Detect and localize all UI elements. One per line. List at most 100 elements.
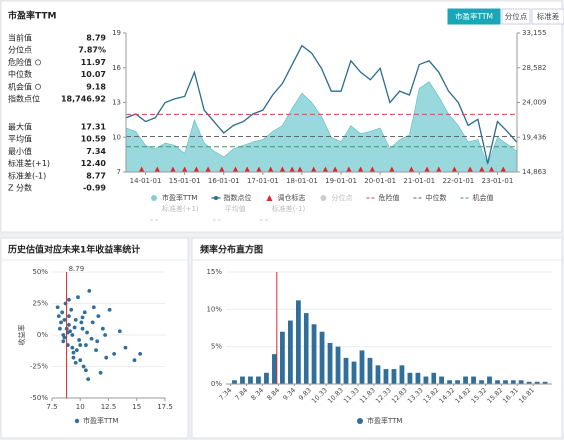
rebalance-marker: [267, 166, 274, 172]
point: [103, 333, 108, 337]
point: [112, 352, 117, 356]
stat-value: 10.07: [81, 70, 106, 79]
bar: [303, 313, 309, 384]
tab[interactable]: [531, 8, 564, 25]
point: [78, 343, 83, 347]
point: [95, 339, 100, 344]
point: [55, 305, 60, 310]
legend-label[interactable]: 标准差(+1): [162, 204, 199, 213]
y-tick-label: 10: [112, 133, 121, 141]
legend-label[interactable]: 调仓标志: [277, 193, 305, 202]
bar: [471, 376, 476, 384]
stat-label: 平均值: [8, 134, 32, 144]
point: [56, 314, 61, 318]
legend-label[interactable]: 中位数: [425, 193, 446, 202]
legend-label[interactable]: 标准差(-1): [272, 204, 306, 213]
rebalance-marker: [488, 166, 495, 172]
bar: [272, 354, 277, 384]
x-tick-label: 23-01-01: [482, 177, 514, 185]
rebalance-marker: [181, 166, 188, 172]
rebalance-marker: [205, 166, 211, 172]
tab-label[interactable]: 标准差: [537, 11, 560, 21]
point: [59, 320, 63, 325]
point: [81, 364, 86, 369]
index-line: [125, 44, 518, 164]
hist-panel: [191, 237, 563, 439]
y-tick-label: 10%: [206, 305, 222, 313]
x-tick-label: 22-01-01: [442, 177, 474, 185]
legend-label[interactable]: 平均值: [225, 204, 246, 213]
bar: [399, 365, 405, 384]
stat-value: 10.59: [81, 135, 107, 144]
legend-label[interactable]: 市盈率TTM: [83, 416, 118, 425]
rebalance-marker: [138, 166, 145, 172]
stat-value: 7.34: [86, 147, 106, 156]
tab-label[interactable]: 市盈率TTM: [455, 11, 493, 21]
point: [78, 358, 83, 363]
y-tick-label: 7: [117, 168, 121, 176]
point: [58, 326, 62, 331]
panel-title: 市盈率TTM: [8, 10, 56, 22]
bar: [534, 381, 540, 384]
y-axis-label: 收益率: [17, 325, 26, 346]
stat-value: 8.77: [86, 171, 106, 180]
point: [117, 329, 122, 334]
tab-label[interactable]: 分位点: [505, 11, 528, 21]
stat-value: 9.18: [86, 82, 106, 91]
point: [89, 336, 94, 341]
point: [138, 352, 143, 356]
rebalance-marker: [369, 166, 376, 172]
bar: [295, 300, 301, 384]
rebalance-marker: [310, 166, 317, 172]
rebalance-marker: [232, 166, 239, 172]
bar: [319, 331, 325, 384]
stat-value: 11.97: [81, 58, 106, 67]
legend-label[interactable]: 市盈率TTM: [367, 416, 402, 425]
point: [84, 343, 88, 347]
y-tick-label: -50%: [30, 394, 48, 402]
legend-label[interactable]: 分位点: [331, 193, 352, 202]
bar: [439, 376, 444, 384]
legend-label[interactable]: 市盈率TTM: [162, 193, 197, 202]
point: [77, 338, 82, 342]
bar: [288, 320, 293, 384]
legend-label[interactable]: 机会值: [472, 193, 493, 202]
reference-label: 8.79: [69, 265, 85, 273]
stat-value: -0.99: [83, 184, 106, 193]
legend-label[interactable]: 危险值: [378, 193, 399, 202]
bar: [407, 372, 413, 384]
bar: [367, 357, 373, 384]
stat-label: 标准差(-1): [8, 170, 46, 180]
legend-symbol: [213, 196, 218, 200]
rebalance-marker: [193, 166, 200, 172]
point: [132, 358, 137, 363]
x-tick-label: 7.5: [46, 403, 57, 411]
point: [96, 314, 101, 318]
info-icon[interactable]: [35, 59, 42, 66]
x-tick-label: 19-01-01: [325, 177, 357, 185]
stat-label: 机会值: [8, 81, 32, 91]
tab[interactable]: [447, 8, 501, 25]
bar: [248, 376, 253, 384]
bar: [375, 365, 381, 384]
info-icon[interactable]: [35, 83, 42, 90]
y-tick-label: 50%: [32, 268, 48, 276]
bar: [487, 376, 492, 384]
y-tick-label: 19: [112, 29, 121, 37]
rebalance-marker: [436, 166, 442, 172]
tab[interactable]: [501, 8, 531, 25]
rebalance-marker: [451, 166, 458, 172]
bar: [232, 380, 237, 384]
x-tick-label: 20-01-01: [364, 177, 396, 185]
rebalance-marker: [357, 166, 364, 172]
legend-symbol: [320, 195, 327, 201]
y-tick-label: -25%: [30, 363, 48, 371]
scatter-panel: [0, 237, 189, 439]
point: [104, 355, 109, 360]
bar: [431, 372, 437, 384]
rebalance-marker: [322, 166, 329, 172]
legend-label[interactable]: 指数点位: [223, 193, 251, 202]
bar: [463, 376, 468, 384]
